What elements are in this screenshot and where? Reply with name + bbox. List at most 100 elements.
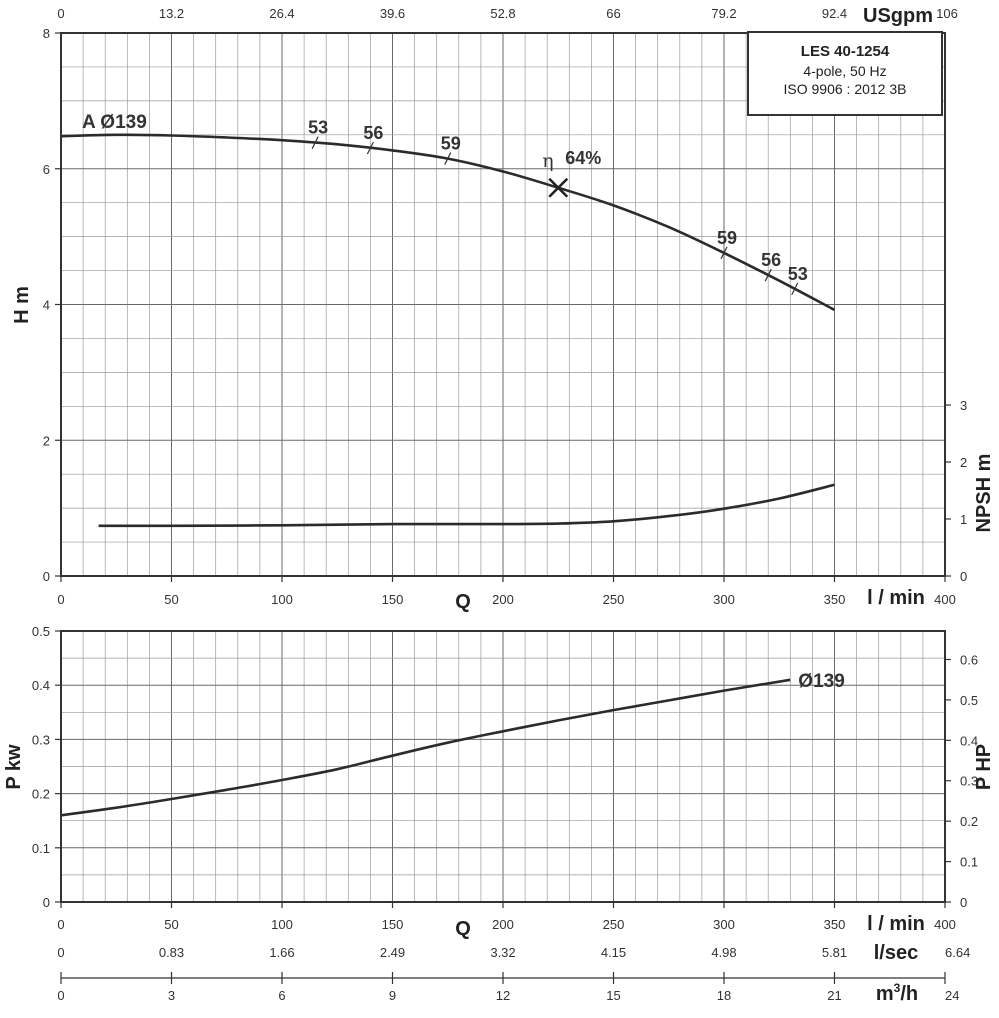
usgpm-tick-label: 39.6 xyxy=(380,6,405,21)
flow-tick-label: 0 xyxy=(57,592,64,607)
power-flow-unit-label: l / min xyxy=(867,913,925,935)
m3h-tick-label: 21 xyxy=(827,988,841,1003)
power-kw-tick-label: 0.4 xyxy=(32,678,50,693)
pump-model: LES 40-1254 xyxy=(800,43,890,60)
power-flow-tick-label: 150 xyxy=(382,917,404,932)
power-hp-tick-label: 0.1 xyxy=(960,855,978,870)
usgpm-tick-label: 0 xyxy=(57,6,64,21)
lsec-unit-label: l/sec xyxy=(874,942,918,964)
lsec-tick-label: 3.32 xyxy=(490,945,515,960)
power-kw-tick-label: 0.5 xyxy=(32,624,50,639)
lsec-tick-label: 0.83 xyxy=(159,945,184,960)
power-flow-tick-label: 300 xyxy=(713,917,735,932)
power-flow-tick-label: 350 xyxy=(824,917,846,932)
bep-label: 64% xyxy=(565,148,601,168)
m3h-unit-base: m xyxy=(876,983,894,1005)
head-curve-label: A Ø139 xyxy=(82,112,147,133)
power-flow-tick-label: 200 xyxy=(492,917,514,932)
efficiency-label: 53 xyxy=(788,264,808,284)
lsec-tick-label: 1.66 xyxy=(269,945,294,960)
efficiency-mark xyxy=(720,246,728,260)
power-kw-tick-label: 0.1 xyxy=(32,841,50,856)
efficiency-label: 56 xyxy=(363,123,383,143)
lsec-tick-label: 6.64 xyxy=(945,945,970,960)
power-flow-axis-label: Q xyxy=(455,918,471,940)
npsh-tick-label: 3 xyxy=(960,398,967,413)
m3h-unit-label: m3/h xyxy=(876,981,918,1005)
usgpm-tick-label: 52.8 xyxy=(490,6,515,21)
power-hp-tick-label: 0.5 xyxy=(960,693,978,708)
flow-tick-label: 100 xyxy=(271,592,293,607)
flow-tick-label: 350 xyxy=(824,592,846,607)
efficiency-mark xyxy=(366,141,374,155)
flow-tick-label: 300 xyxy=(713,592,735,607)
efficiency-label: 59 xyxy=(717,228,737,248)
efficiency-mark xyxy=(311,136,319,149)
head-tick-label: 8 xyxy=(43,26,50,41)
m3h-unit-superscript: 3 xyxy=(894,981,901,995)
usgpm-tick-label: 66 xyxy=(606,6,620,21)
head-tick-label: 2 xyxy=(43,433,50,448)
npsh-axis-label: NPSH m xyxy=(973,454,995,533)
m3h-tick-label: 9 xyxy=(389,988,396,1003)
m3h-tick-label: 15 xyxy=(606,988,620,1003)
pump-info-box: LES 40-1254 4-pole, 50 Hz ISO 9906 : 201… xyxy=(747,31,943,116)
label-layer: A Ø139 53 56 59 59 56 53 η 64% Ø139 0 13.2 26.4 39.6 5… xyxy=(3,5,995,1005)
flow-tick-label: 50 xyxy=(164,592,178,607)
lsec-tick-label: 4.15 xyxy=(601,945,626,960)
npsh-tick-label: 0 xyxy=(960,569,967,584)
flow-tick-label: 250 xyxy=(603,592,625,607)
flow-tick-label: 150 xyxy=(382,592,404,607)
power-hp-axis-label: P HP xyxy=(973,744,995,790)
power-hp-tick-label: 0.6 xyxy=(960,652,978,667)
power-flow-tick-label: 100 xyxy=(271,917,293,932)
usgpm-unit-label: USgpm xyxy=(863,5,933,27)
flow-tick-label: 200 xyxy=(492,592,514,607)
m3h-unit-tail: /h xyxy=(900,983,918,1005)
usgpm-tick-label: 13.2 xyxy=(159,6,184,21)
head-tick-label: 4 xyxy=(43,298,50,313)
power-kw-tick-label: 0.3 xyxy=(32,732,50,747)
power-kw-axis-label: P kw xyxy=(3,744,25,790)
efficiency-mark xyxy=(764,268,772,282)
pump-standard: ISO 9906 : 2012 3B xyxy=(783,81,907,97)
m3h-tick-label: 0 xyxy=(57,988,64,1003)
power-hp-tick-label: 0.4 xyxy=(960,733,978,748)
efficiency-label: 59 xyxy=(441,134,461,154)
npsh-tick-label: 2 xyxy=(960,455,967,470)
lsec-tick-label: 5.81 xyxy=(822,945,847,960)
efficiency-mark xyxy=(444,152,452,165)
lsec-tick-label: 2.49 xyxy=(380,945,405,960)
lsec-tick-label: 0 xyxy=(57,945,64,960)
efficiency-mark xyxy=(791,282,799,296)
bep-cross-marker xyxy=(548,177,569,198)
power-hp-tick-label: 0.2 xyxy=(960,814,978,829)
m3h-tick-label: 12 xyxy=(496,988,510,1003)
flow-tick-label: 400 xyxy=(934,592,956,607)
head-tick-label: 6 xyxy=(43,162,50,177)
power-flow-tick-label: 0 xyxy=(57,917,64,932)
head-axis-label: H m xyxy=(11,286,33,324)
head-tick-label: 0 xyxy=(43,569,50,584)
lsec-tick-label: 4.98 xyxy=(711,945,736,960)
m3h-tick-label: 3 xyxy=(168,988,175,1003)
head-curve xyxy=(60,133,836,312)
m3h-tick-label: 18 xyxy=(717,988,731,1003)
npsh-curve xyxy=(98,483,835,528)
power-flow-tick-label: 50 xyxy=(164,917,178,932)
pump-speed: 4-pole, 50 Hz xyxy=(803,63,887,79)
power-hp-tick-label: 0.3 xyxy=(960,774,978,789)
eta-symbol: η xyxy=(542,150,553,172)
m3h-tick-label: 24 xyxy=(945,988,959,1003)
flow-axis-label: Q xyxy=(455,591,471,613)
usgpm-tick-label: 106 xyxy=(936,6,958,21)
curve-layer xyxy=(60,133,836,817)
usgpm-tick-label: 26.4 xyxy=(269,6,294,21)
efficiency-label: 56 xyxy=(761,250,781,270)
power-kw-tick-label: 0 xyxy=(43,895,50,910)
m3h-tick-label: 6 xyxy=(278,988,285,1003)
npsh-tick-label: 1 xyxy=(960,512,967,527)
usgpm-tick-label: 79.2 xyxy=(711,6,736,21)
flow-unit-label: l / min xyxy=(867,587,925,609)
